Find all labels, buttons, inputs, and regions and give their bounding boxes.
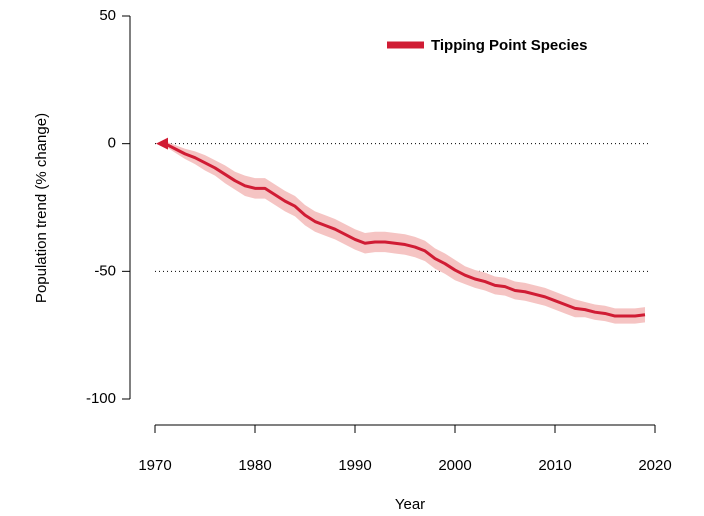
legend-label: Tipping Point Species [431,37,587,54]
x-tick-label: 2010 [538,457,571,474]
y-axis-label: Population trend (% change) [33,113,50,303]
x-tick-label: 2000 [438,457,471,474]
confidence-band [165,141,645,324]
x-tick-label: 1990 [338,457,371,474]
trend-line [164,142,646,318]
y-tick-label: -100 [86,390,116,407]
x-axis-label: Year [395,496,425,513]
y-tick-label: 50 [99,7,116,24]
y-tick-label: -50 [94,262,116,279]
start-arrowhead [156,137,168,150]
x-tick-label: 1970 [138,457,171,474]
y-tick-label: 0 [108,135,116,152]
x-tick-label: 2020 [638,457,671,474]
x-tick-label: 1980 [238,457,271,474]
